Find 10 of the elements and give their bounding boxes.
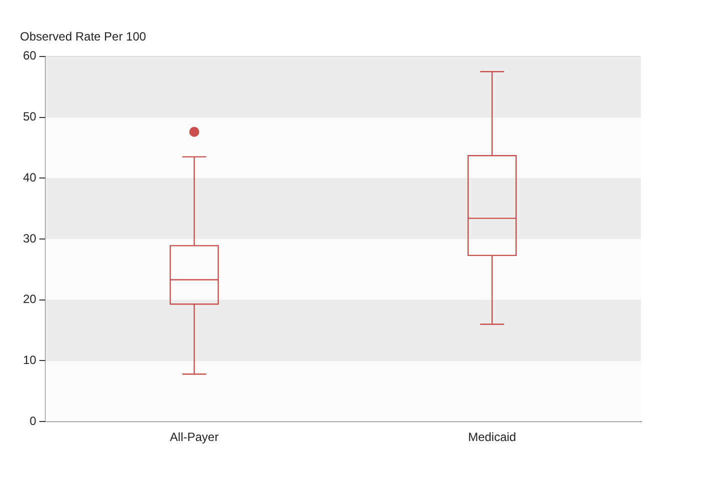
x-tick-label: All-Payer <box>170 430 219 444</box>
y-tick-label: 50 <box>22 110 37 124</box>
y-axis-title: Observed Rate Per 100 <box>20 30 146 44</box>
y-tick-label: 20 <box>22 292 37 306</box>
x-tick-label: Medicaid <box>468 430 516 444</box>
y-tick-label: 60 <box>22 48 37 63</box>
y-tick-label: 30 <box>22 231 37 246</box>
y-tick-label: 0 <box>30 414 37 428</box>
y-tick-label: 40 <box>22 170 37 184</box>
y-tick-label: 10 <box>22 353 37 368</box>
